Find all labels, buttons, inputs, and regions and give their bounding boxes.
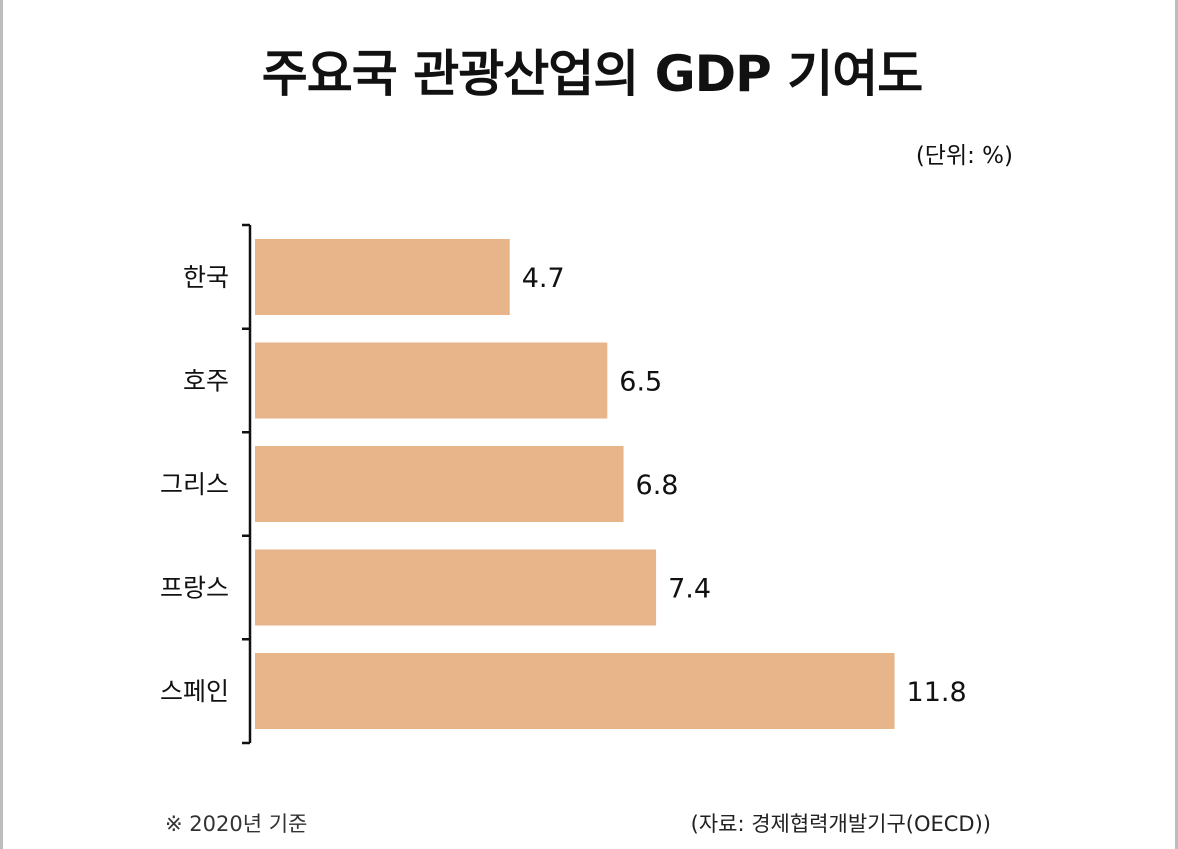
bar-2 [255, 446, 624, 522]
bar-0 [255, 239, 510, 315]
unit-label: (단위: %) [915, 143, 1013, 169]
category-axis [242, 223, 252, 745]
category-label: 그리스 [160, 470, 229, 499]
value-label: 6.8 [636, 470, 679, 501]
bar-1 [255, 342, 608, 419]
value-label: 7.4 [668, 574, 711, 605]
bars-group [255, 239, 895, 729]
bar-3 [255, 549, 657, 626]
category-label: 스페인 [160, 677, 229, 706]
footnote: ※ 2020년 기준 [165, 812, 308, 836]
value-label: 4.7 [522, 263, 565, 294]
category-label: 호주 [183, 367, 229, 396]
bar-4 [255, 653, 895, 729]
source-note: (자료: 경제협력개발기구(OECD)) [690, 812, 991, 836]
value-label: 11.8 [907, 677, 967, 708]
value-label: 6.5 [619, 367, 662, 398]
chart-title: 주요국 관광산업의 GDP 기여도 [261, 45, 923, 103]
category-label: 한국 [183, 263, 229, 292]
value-labels: 4.7 6.5 6.8 7.4 11.8 [522, 263, 967, 708]
category-label: 프랑스 [160, 574, 229, 603]
